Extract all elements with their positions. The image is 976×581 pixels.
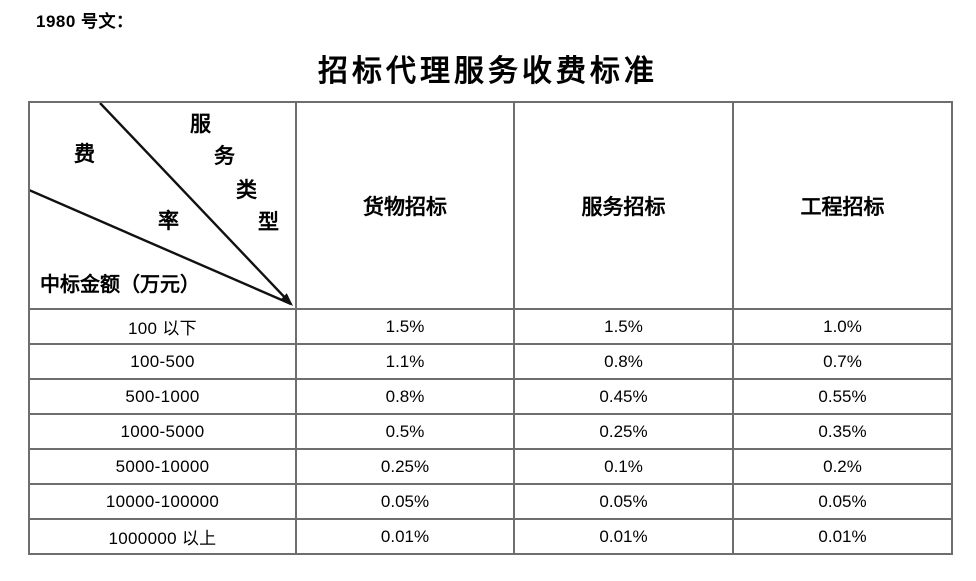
amount-range-cell: 1000000 以上 — [28, 518, 297, 555]
rate-cell: 1.1% — [295, 343, 515, 380]
rate-cell: 0.2% — [732, 448, 953, 485]
column-header-works-bidding: 工程招标 — [732, 101, 953, 310]
rate-cell: 0.1% — [513, 448, 734, 485]
page-title: 招标代理服务收费标准 — [318, 54, 658, 89]
rate-cell: 1.5% — [513, 308, 734, 345]
arrowhead-icon — [280, 293, 293, 306]
table-row: 100-500 1.1% 0.8% 0.7% — [28, 343, 953, 380]
amount-range-cell: 100 以下 — [28, 308, 297, 345]
corner-label-service-type-char: 类 — [236, 177, 257, 202]
table-row: 1000000 以上 0.01% 0.01% 0.01% — [28, 518, 953, 555]
corner-label-service-type-char: 服 — [190, 111, 211, 136]
rate-cell: 0.25% — [295, 448, 515, 485]
rate-cell: 0.8% — [295, 378, 515, 415]
corner-header-cell: 服 务 类 型 费 率 中标金额（万元） — [28, 101, 297, 310]
rate-cell: 0.01% — [513, 518, 734, 555]
rate-cell: 0.01% — [732, 518, 953, 555]
corner-label-service-type-char: 务 — [214, 143, 235, 168]
table-row: 500-1000 0.8% 0.45% 0.55% — [28, 378, 953, 415]
amount-range-cell: 1000-5000 — [28, 413, 297, 450]
amount-range-cell: 100-500 — [28, 343, 297, 380]
corner-label-rate-char: 率 — [158, 208, 179, 233]
corner-label-service-type-char: 型 — [258, 209, 279, 234]
header-row: 服 务 类 型 费 率 中标金额（万元） 货物招标 服务招标 工程招标 — [28, 101, 953, 310]
rate-cell: 0.7% — [732, 343, 953, 380]
table-row: 1000-5000 0.5% 0.25% 0.35% — [28, 413, 953, 450]
column-header-goods-bidding: 货物招标 — [295, 101, 515, 310]
corner-label-amount: 中标金额（万元） — [40, 272, 200, 296]
column-header-service-bidding: 服务招标 — [513, 101, 734, 310]
rate-cell: 0.01% — [295, 518, 515, 555]
doc-number-label: 1980 号文： — [36, 12, 134, 31]
rate-cell: 0.05% — [513, 483, 734, 520]
amount-range-cell: 10000-100000 — [28, 483, 297, 520]
rate-cell: 1.5% — [295, 308, 515, 345]
rate-cell: 0.45% — [513, 378, 734, 415]
table-row: 10000-100000 0.05% 0.05% 0.05% — [28, 483, 953, 520]
rate-cell: 0.05% — [295, 483, 515, 520]
amount-range-cell: 500-1000 — [28, 378, 297, 415]
rate-cell: 0.35% — [732, 413, 953, 450]
amount-range-cell: 5000-10000 — [28, 448, 297, 485]
table-row: 100 以下 1.5% 1.5% 1.0% — [28, 308, 953, 345]
rate-cell: 0.55% — [732, 378, 953, 415]
rate-cell: 0.05% — [732, 483, 953, 520]
fee-table: 服 务 类 型 费 率 中标金额（万元） 货物招标 服务招标 工程招标 100 … — [28, 101, 953, 555]
rate-cell: 0.8% — [513, 343, 734, 380]
rate-cell: 0.5% — [295, 413, 515, 450]
corner-label-rate-char: 费 — [74, 141, 95, 166]
rate-cell: 0.25% — [513, 413, 734, 450]
diagonal-divider-lines — [31, 104, 293, 306]
rate-cell: 1.0% — [732, 308, 953, 345]
table-row: 5000-10000 0.25% 0.1% 0.2% — [28, 448, 953, 485]
